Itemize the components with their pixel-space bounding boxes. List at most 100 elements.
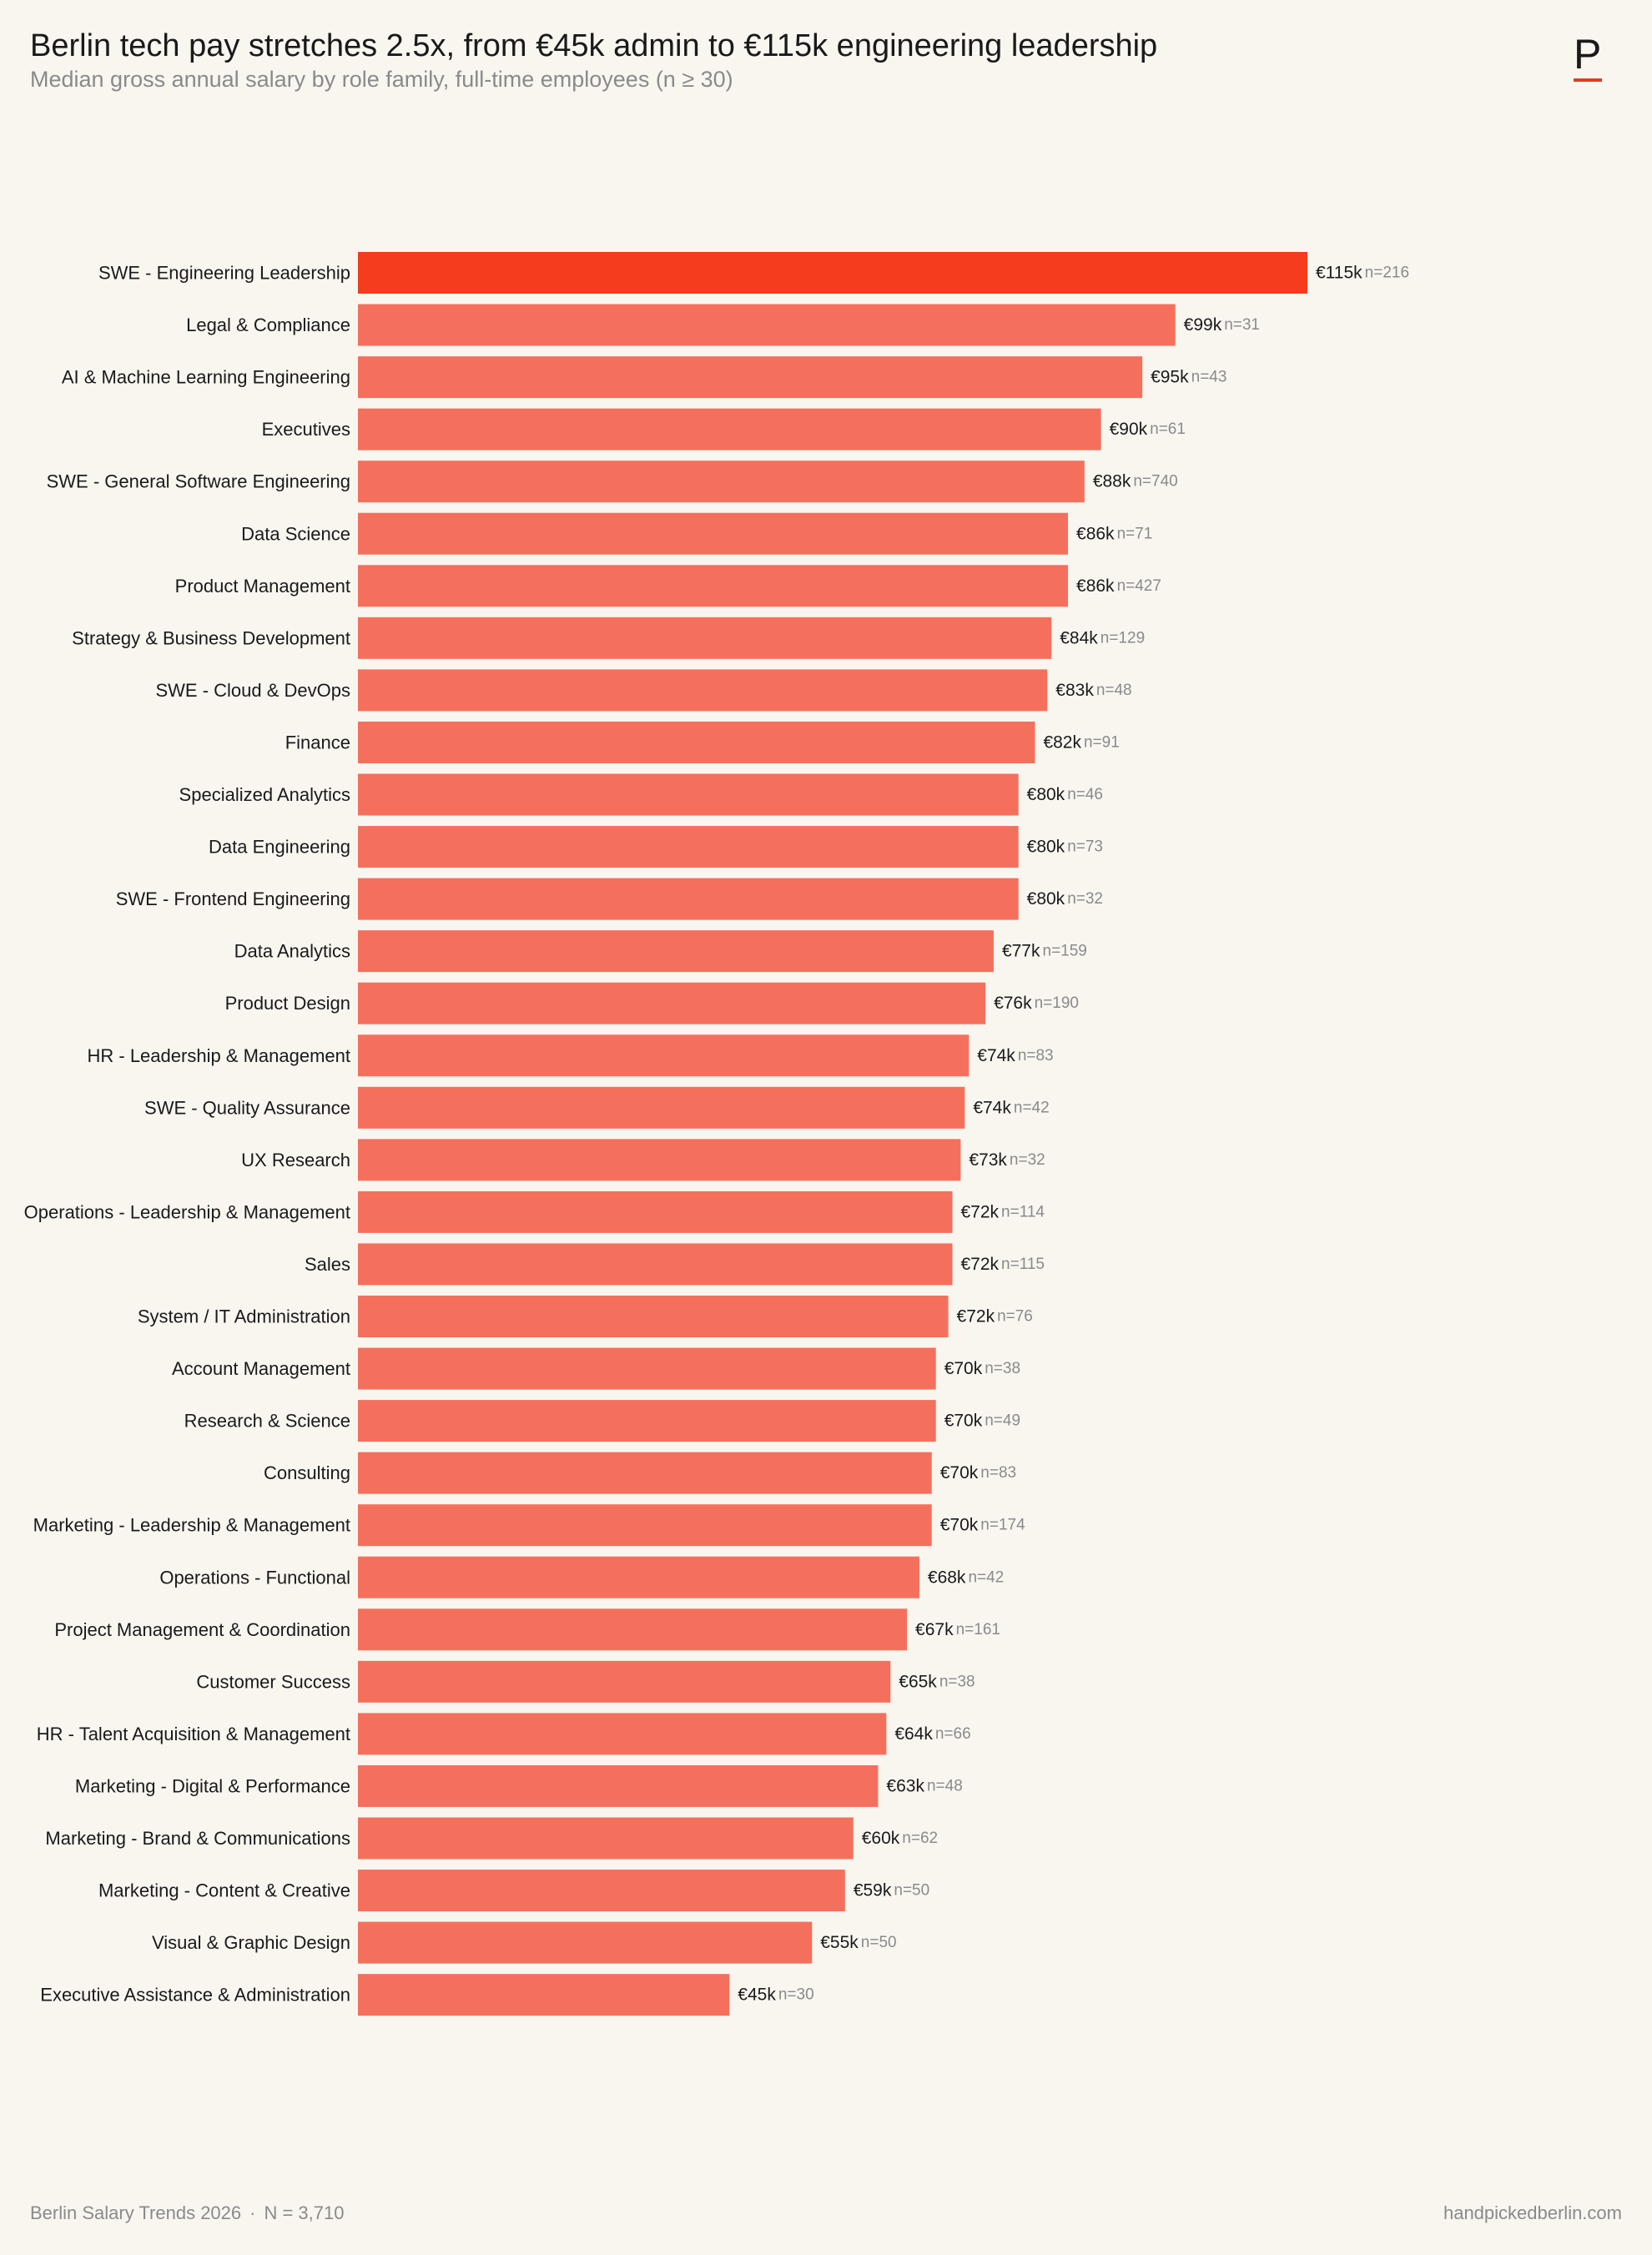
footer-source-text: Berlin Salary Trends 2026 (30, 2202, 242, 2223)
value-label: €88k (1093, 472, 1131, 491)
logo-letter: P (1574, 33, 1601, 78)
category-label: Research & Science (184, 1411, 350, 1432)
n-label: n=32 (1010, 1151, 1045, 1169)
bar (358, 1660, 891, 1703)
category-label: UX Research (241, 1150, 350, 1170)
category-label: Legal & Compliance (186, 315, 350, 335)
bar (358, 252, 1307, 294)
value-label: €55k (820, 1933, 859, 1952)
category-label: Operations - Functional (159, 1567, 350, 1588)
n-label: n=115 (1001, 1256, 1045, 1273)
bar (358, 1608, 908, 1651)
bar (358, 1504, 932, 1547)
value-label: €72k (957, 1307, 995, 1326)
category-label: Marketing - Brand & Communications (45, 1828, 350, 1849)
n-label: n=30 (778, 1986, 814, 2004)
n-label: n=62 (902, 1830, 938, 1847)
footer-website[interactable]: handpickedberlin.com (1443, 2202, 1622, 2223)
category-label: SWE - Cloud & DevOps (155, 680, 350, 701)
category-label: Marketing - Leadership & Management (33, 1515, 350, 1536)
category-label: Product Management (175, 576, 350, 596)
bar (358, 565, 1069, 607)
bar (358, 304, 1176, 346)
category-label: Data Engineering (209, 837, 350, 858)
n-label: n=91 (1084, 733, 1120, 751)
bar (358, 1243, 953, 1286)
category-label: Marketing - Content & Creative (98, 1880, 350, 1901)
n-label: n=48 (1096, 682, 1132, 699)
n-label: n=740 (1133, 473, 1177, 491)
bar (358, 1086, 965, 1129)
value-label: €90k (1110, 420, 1148, 439)
category-label: Account Management (172, 1358, 350, 1379)
value-label: €64k (894, 1724, 933, 1744)
bar (358, 1713, 887, 1755)
n-label: n=71 (1117, 525, 1153, 542)
value-label: €76k (994, 994, 1032, 1013)
footer-separator: · (249, 2202, 256, 2223)
n-label: n=48 (927, 1777, 963, 1794)
category-label: SWE - General Software Engineering (47, 471, 350, 492)
value-label: €82k (1043, 732, 1081, 752)
value-label: €65k (899, 1672, 937, 1691)
bar (358, 669, 1048, 712)
value-label: €80k (1027, 889, 1065, 909)
category-label: Strategy & Business Development (72, 627, 350, 648)
bar (358, 356, 1143, 399)
bar (358, 1296, 949, 1337)
category-label: Executive Assistance & Administration (40, 1985, 350, 2006)
bar (358, 617, 1052, 659)
value-label: €59k (854, 1881, 892, 1900)
bar (358, 461, 1085, 503)
category-label: Data Science (241, 523, 350, 544)
n-label: n=427 (1117, 577, 1161, 595)
value-label: €73k (969, 1150, 1007, 1170)
value-label: €45k (738, 1986, 776, 2005)
category-label: Finance (285, 732, 350, 753)
bar (358, 1034, 970, 1077)
bar (358, 1139, 961, 1181)
logo-underline (1574, 78, 1602, 82)
bar (358, 878, 1019, 920)
bar (358, 408, 1101, 450)
n-label: n=42 (1014, 1099, 1050, 1116)
n-label: n=76 (997, 1308, 1033, 1326)
value-label: €68k (928, 1568, 966, 1587)
n-label: n=73 (1067, 838, 1103, 856)
bar (358, 1452, 932, 1494)
chart-subtitle: Median gross annual salary by role famil… (30, 67, 733, 92)
category-label: HR - Talent Acquisition & Management (37, 1724, 350, 1744)
category-label: Sales (305, 1254, 350, 1275)
bar (358, 1974, 730, 2016)
bar (358, 930, 994, 973)
category-label: Consulting (264, 1462, 350, 1483)
value-label: €67k (915, 1620, 954, 1639)
bar (358, 773, 1019, 816)
value-label: €80k (1027, 838, 1065, 857)
value-label: €70k (940, 1516, 979, 1535)
value-label: €83k (1055, 681, 1094, 700)
category-label: Visual & Graphic Design (152, 1932, 350, 1953)
value-label: €63k (886, 1776, 924, 1795)
value-label: €86k (1076, 576, 1115, 596)
n-label: n=129 (1100, 629, 1145, 647)
category-label: Data Analytics (234, 941, 350, 962)
category-label: AI & Machine Learning Engineering (62, 367, 350, 388)
category-label: Product Design (225, 993, 350, 1014)
n-label: n=83 (1018, 1047, 1054, 1065)
category-label: Executives (262, 419, 350, 440)
value-label: €74k (973, 1098, 1011, 1117)
category-label: Specialized Analytics (179, 784, 350, 805)
n-label: n=66 (935, 1725, 971, 1743)
n-label: n=83 (980, 1464, 1016, 1482)
n-label: n=38 (985, 1360, 1020, 1377)
value-label: €70k (940, 1463, 979, 1482)
bar (358, 721, 1035, 763)
bar (358, 512, 1069, 555)
footer-total: N = 3,710 (264, 2202, 345, 2223)
bar (358, 1190, 953, 1233)
bar-chart: SWE - Engineering Leadership €115k n=216 Le… (24, 252, 1409, 2016)
n-label: n=159 (1043, 943, 1087, 960)
value-label: €74k (977, 1046, 1015, 1065)
bar (358, 1817, 854, 1860)
